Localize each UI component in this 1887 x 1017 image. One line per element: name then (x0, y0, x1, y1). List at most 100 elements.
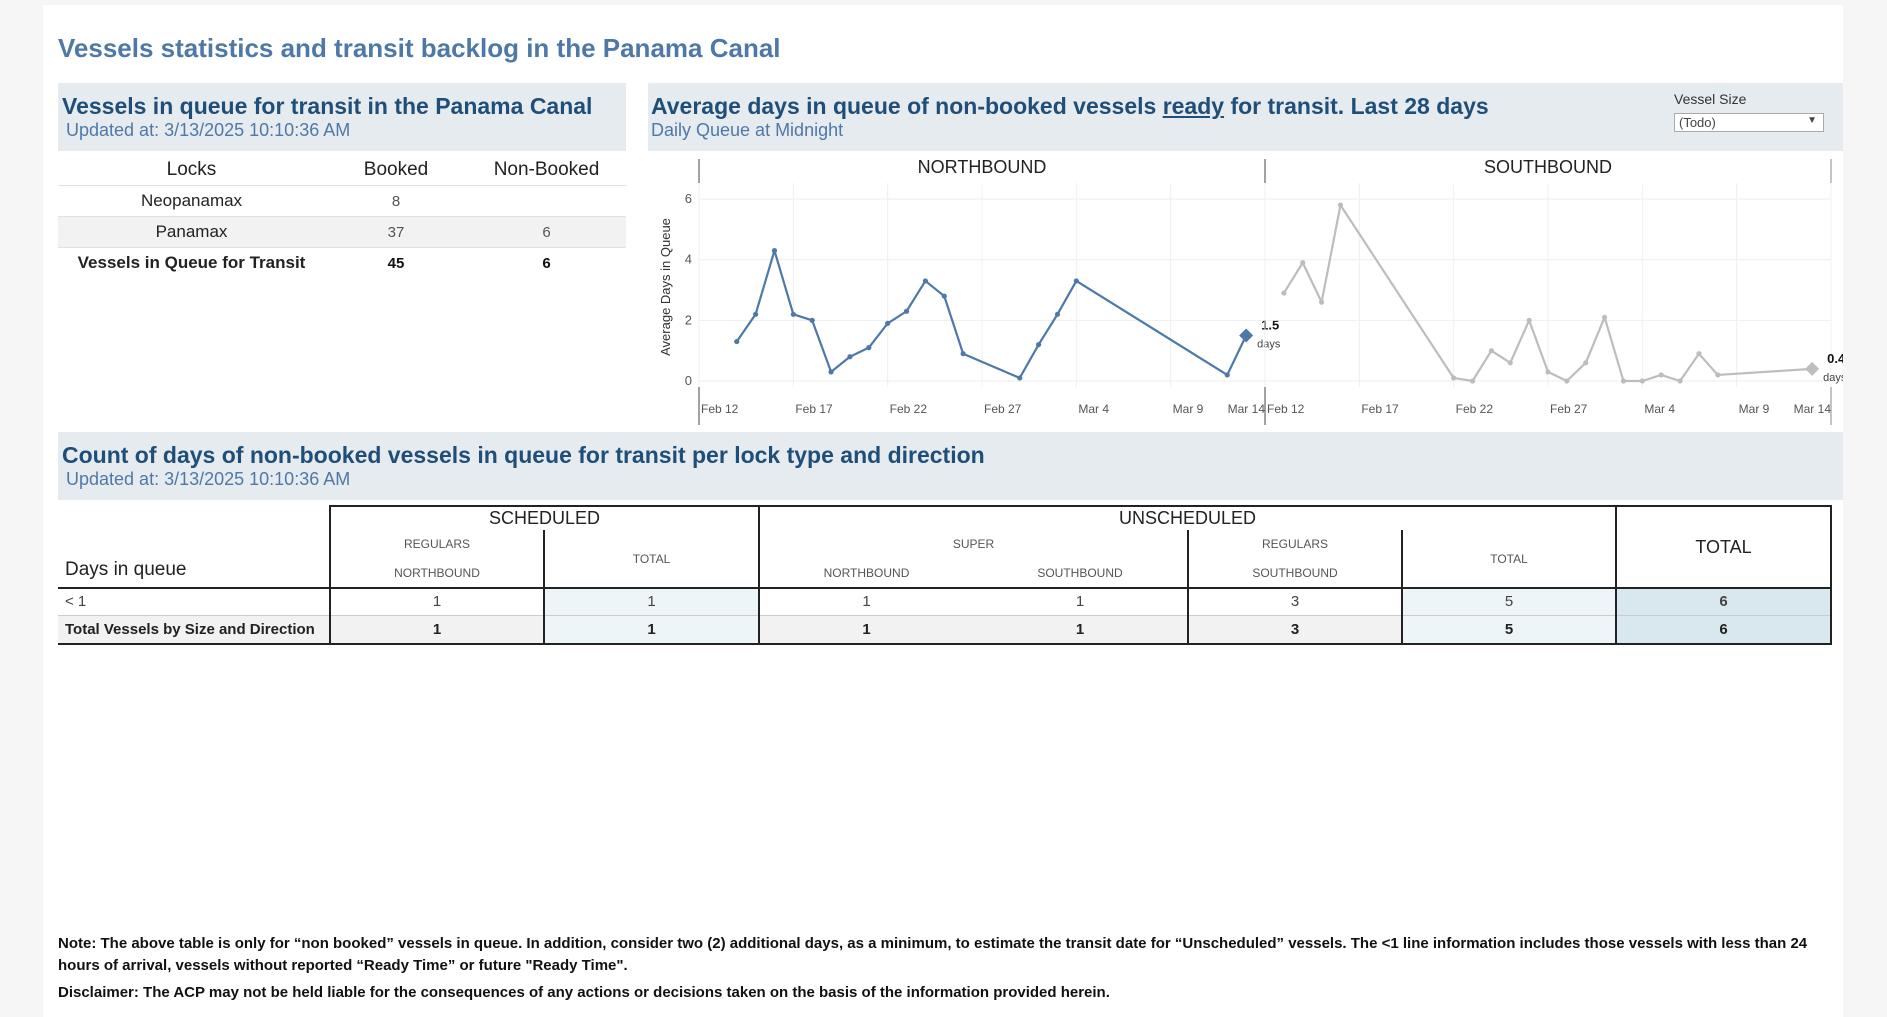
data-point (753, 311, 759, 317)
data-point (1715, 372, 1721, 378)
vessel-size-value: (Todo) (1679, 115, 1716, 130)
data-point (790, 311, 796, 317)
cell-value: 1 (329, 588, 544, 616)
avg-title-part: Average days in queue of non-booked vess… (651, 93, 1163, 119)
avg-title-part: for transit. Last 28 days (1224, 93, 1489, 119)
cell-value: 1 (543, 615, 759, 645)
nonbooked-header: Non-Booked (493, 159, 600, 180)
y-axis-label: Average Days in Queue (658, 218, 673, 356)
nonbooked-value: 6 (467, 216, 626, 248)
data-point (903, 308, 910, 314)
data-point (1545, 369, 1551, 375)
cell-value: 1 (973, 615, 1188, 645)
data-point (941, 293, 947, 299)
data-point (1451, 375, 1457, 381)
total-label: Vessels in Queue for Transit (58, 247, 325, 278)
northbound-title: NORTHBOUND (917, 157, 1047, 177)
northbound-header: NORTHBOUND (329, 558, 544, 589)
cell-value: 5 (1400, 615, 1617, 645)
x-tick-label: Mar 14 (1794, 402, 1832, 416)
data-point (1620, 378, 1627, 384)
days-panel-header: Count of days of non-booked vessels in q… (58, 432, 1843, 500)
dashboard: Vessels statistics and transit backlog i… (43, 5, 1843, 1017)
data-point (1564, 378, 1570, 384)
x-tick-label: Feb 22 (890, 402, 928, 416)
x-tick-label: Mar 14 (1228, 402, 1266, 416)
y-tick-label: 6 (685, 191, 692, 206)
data-point (771, 248, 778, 254)
x-tick-label: Mar 9 (1739, 402, 1770, 416)
last-point-marker (1805, 361, 1820, 376)
queue-updated-text: Updated at: 3/13/2025 10:10:36 AM (66, 120, 351, 140)
data-point (1337, 202, 1344, 208)
avg-panel-header: Average days in queue of non-booked vess… (648, 83, 1843, 151)
days-panel-title: Count of days of non-booked vessels in q… (62, 442, 985, 468)
data-point (809, 317, 815, 323)
data-point (1658, 372, 1664, 378)
cell-value: 3 (1187, 615, 1402, 645)
last-point-marker (1239, 328, 1254, 343)
scheduled-header: SCHEDULED (329, 505, 759, 530)
cell-value: 6 (1615, 588, 1833, 616)
data-point (1300, 260, 1306, 266)
data-point (960, 351, 966, 357)
regulars-header: REGULARS (329, 530, 544, 558)
nonbooked-value (467, 185, 626, 217)
last-value-unit: days (1257, 339, 1281, 351)
avg-panel-subtitle: Daily Queue at Midnight (651, 120, 844, 140)
cell-value: 1 (329, 615, 544, 645)
data-point (1224, 372, 1230, 378)
total-nonbooked: 6 (467, 247, 626, 278)
data-point (1469, 378, 1476, 384)
data-point (734, 338, 740, 345)
lock-name: Panamax (58, 216, 325, 248)
data-point (866, 345, 872, 351)
queue-panel-header: Vessels in queue for transit in the Pana… (58, 83, 626, 151)
data-point (1073, 278, 1079, 284)
x-tick-label: Feb 12 (1267, 402, 1305, 416)
days-updated-text: Updated at: 3/13/2025 10:10:36 AM (66, 469, 351, 489)
cell-value: 1 (758, 588, 973, 616)
data-point (1677, 378, 1683, 384)
unscheduled-header: UNSCHEDULED (757, 505, 1617, 530)
data-point (1281, 290, 1287, 296)
queue-panel-title: Vessels in queue for transit in the Pana… (62, 93, 593, 119)
scheduled-total-header: TOTAL (543, 530, 759, 589)
unscheduled-total-header: TOTAL (1400, 530, 1617, 589)
booked-value: 8 (325, 185, 467, 217)
last-value-unit: days (1823, 372, 1843, 384)
data-point (1054, 311, 1061, 317)
x-tick-label: Mar 9 (1173, 402, 1204, 416)
booked-value: 37 (325, 216, 467, 248)
data-point (828, 369, 834, 375)
y-tick-label: 0 (685, 373, 692, 388)
x-tick-label: Feb 17 (1361, 402, 1399, 416)
x-tick-label: Feb 27 (984, 402, 1022, 416)
cell-value: 1 (758, 615, 973, 645)
data-point (922, 278, 928, 284)
table-row: < 1 1 1 1 1 3 5 6 (58, 588, 1833, 616)
cell-value: 1 (973, 588, 1188, 616)
southbound-header: SOUTHBOUND (1187, 558, 1402, 589)
table-row: Neopanamax 8 (58, 185, 626, 217)
vessel-size-select[interactable]: (Todo) ▼ (1674, 113, 1824, 132)
disclaimer-text: Disclaimer: The ACP may not be held liab… (58, 984, 1110, 1001)
x-tick-label: Mar 4 (1078, 402, 1109, 416)
total-booked: 45 (325, 247, 467, 278)
super-header: SUPER (758, 530, 1188, 558)
data-point (885, 320, 891, 326)
x-tick-label: Feb 27 (1550, 402, 1588, 416)
data-point (1488, 348, 1494, 354)
data-point (1696, 351, 1702, 357)
cell-value: 3 (1187, 588, 1402, 616)
last-value-label: 0.4 (1827, 351, 1843, 366)
data-point (1017, 375, 1023, 381)
y-tick-label: 2 (685, 312, 692, 327)
y-tick-label: 4 (685, 252, 692, 267)
cell-value: 6 (1615, 615, 1833, 645)
data-point (1507, 360, 1513, 366)
total-header: TOTAL (1615, 505, 1833, 589)
northbound-header: NORTHBOUND (758, 558, 973, 589)
note-text: Note: The above table is only for “non b… (58, 935, 1808, 974)
avg-title-underlined: ready (1162, 93, 1225, 119)
